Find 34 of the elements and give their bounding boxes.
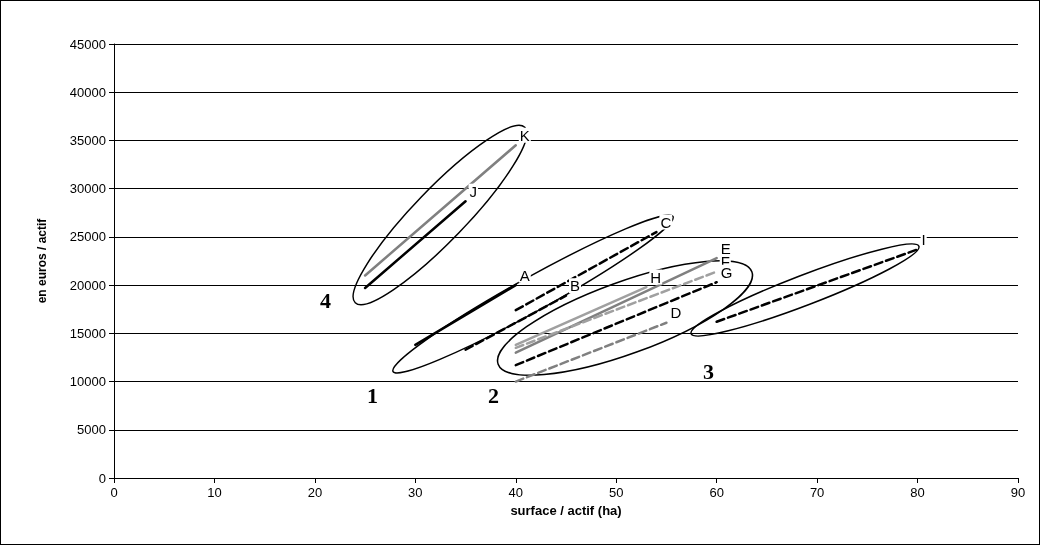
y-tick-label: 15000 bbox=[69, 325, 106, 341]
x-tick-label: 10 bbox=[207, 485, 222, 500]
y-tick-label: 0 bbox=[98, 470, 106, 486]
y-tick-label: 10000 bbox=[69, 374, 106, 390]
series-label: C bbox=[660, 213, 672, 231]
y-tick-label: 35000 bbox=[69, 132, 106, 148]
x-tick-label: 70 bbox=[809, 485, 825, 500]
annotation: 4 bbox=[320, 287, 331, 313]
annotation: 1 bbox=[367, 382, 378, 408]
series-label: D bbox=[670, 304, 682, 322]
x-tick-label: 80 bbox=[910, 485, 925, 500]
annotation: 3 bbox=[703, 358, 714, 384]
y-tick-label: 30000 bbox=[69, 181, 106, 197]
x-tick-label: 0 bbox=[110, 485, 118, 500]
series-label: K bbox=[519, 126, 530, 144]
y-tick-label: 5000 bbox=[77, 422, 106, 438]
x-tick-label: 20 bbox=[307, 485, 323, 500]
y-tick-label: 20000 bbox=[69, 277, 106, 293]
x-axis-title: surface / actif (ha) bbox=[510, 503, 622, 518]
x-tick-label: 50 bbox=[608, 485, 624, 500]
x-tick-label: 90 bbox=[1010, 485, 1026, 500]
series-label: H bbox=[650, 268, 662, 286]
series-label: A bbox=[519, 266, 530, 284]
y-tick-label: 45000 bbox=[69, 36, 106, 52]
y-tick-label: 40000 bbox=[69, 84, 106, 100]
series-label: B bbox=[570, 277, 581, 295]
series-label: J bbox=[469, 182, 478, 200]
y-tick-label: 25000 bbox=[69, 229, 106, 245]
x-tick-label: 30 bbox=[408, 485, 423, 500]
y-axis-title: en euros / actif bbox=[35, 217, 49, 304]
x-tick-label: 60 bbox=[709, 485, 724, 500]
x-tick-label: 40 bbox=[508, 485, 524, 500]
series-label: I bbox=[921, 230, 926, 248]
annotation: 2 bbox=[488, 382, 499, 408]
